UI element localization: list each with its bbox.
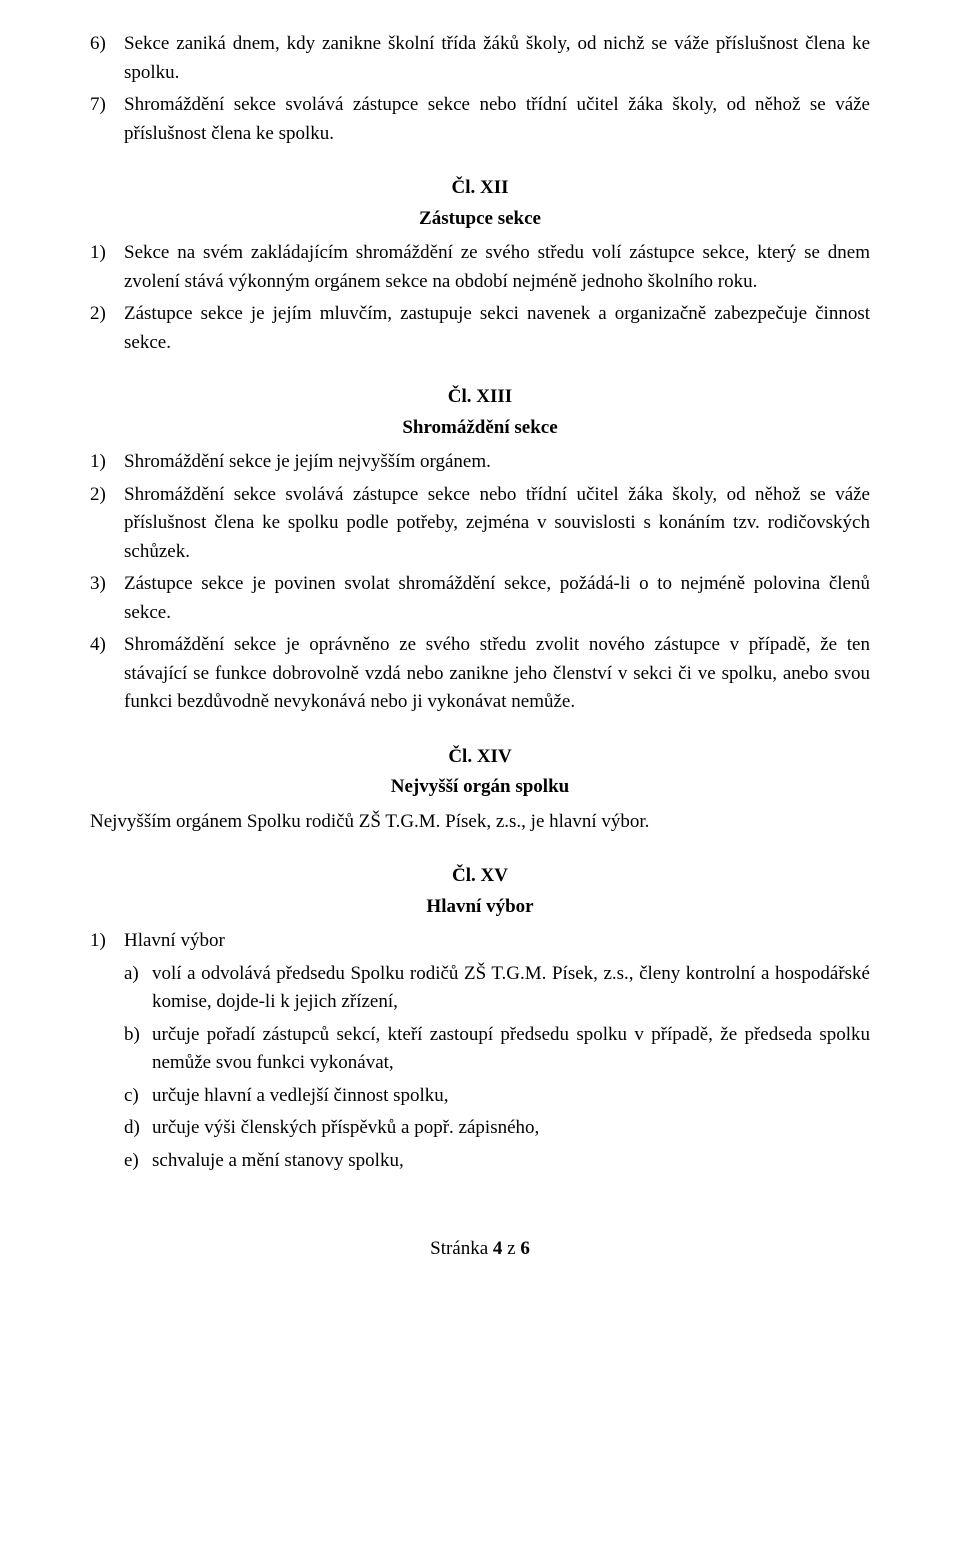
item-letter: a) (124, 960, 152, 1017)
item-number: 1) (90, 448, 124, 477)
list-item: 3) Zástupce sekce je povinen svolat shro… (90, 570, 870, 627)
item-letter: e) (124, 1147, 152, 1176)
list-item: 4) Shromáždění sekce je oprávněno ze své… (90, 631, 870, 717)
footer-page-num: 4 (493, 1238, 503, 1259)
paragraph: Nejvyšším orgánem Spolku rodičů ZŠ T.G.M… (90, 808, 870, 837)
article-heading: Čl. XIII (90, 383, 870, 412)
item-text: Shromáždění sekce svolává zástupce sekce… (124, 481, 870, 567)
item-number: 1) (90, 239, 124, 296)
article-heading: Čl. XV (90, 862, 870, 891)
list-item: c) určuje hlavní a vedlejší činnost spol… (124, 1082, 870, 1111)
item-text: Zástupce sekce je jejím mluvčím, zastupu… (124, 300, 870, 357)
item-text: Sekce zaniká dnem, kdy zanikne školní tř… (124, 30, 870, 87)
item-letter: b) (124, 1021, 152, 1078)
list-item: 7) Shromáždění sekce svolává zástupce se… (90, 91, 870, 148)
document-page: 6) Sekce zaniká dnem, kdy zanikne školní… (0, 0, 960, 1304)
item-text: Shromáždění sekce je jejím nejvyšším org… (124, 448, 870, 477)
article-title: Hlavní výbor (90, 893, 870, 922)
article-heading: Čl. XIV (90, 743, 870, 772)
item-number: 4) (90, 631, 124, 717)
item-letter: d) (124, 1114, 152, 1143)
item-letter: c) (124, 1082, 152, 1111)
list-item: 1) Sekce na svém zakládajícím shromážděn… (90, 239, 870, 296)
article-title: Shromáždění sekce (90, 414, 870, 443)
page-footer: Stránka 4 z 6 (90, 1235, 870, 1264)
list-item: 2) Shromáždění sekce svolává zástupce se… (90, 481, 870, 567)
item-number: 6) (90, 30, 124, 87)
footer-mid: z (502, 1238, 520, 1259)
item-text: schvaluje a mění stanovy spolku, (152, 1147, 870, 1176)
item-text: určuje hlavní a vedlejší činnost spolku, (152, 1082, 870, 1111)
item-text: Shromáždění sekce svolává zástupce sekce… (124, 91, 870, 148)
footer-prefix: Stránka (430, 1238, 493, 1259)
article-title: Zástupce sekce (90, 205, 870, 234)
item-text: Zástupce sekce je povinen svolat shromáž… (124, 570, 870, 627)
list-item: e) schvaluje a mění stanovy spolku, (124, 1147, 870, 1176)
list-item: 1) Hlavní výbor (90, 927, 870, 956)
list-item: a) volí a odvolává předsedu Spolku rodič… (124, 960, 870, 1017)
list-item: d) určuje výši členských příspěvků a pop… (124, 1114, 870, 1143)
item-text: Hlavní výbor (124, 927, 870, 956)
item-number: 1) (90, 927, 124, 956)
item-number: 2) (90, 481, 124, 567)
article-title: Nejvyšší orgán spolku (90, 773, 870, 802)
list-item: 6) Sekce zaniká dnem, kdy zanikne školní… (90, 30, 870, 87)
article-heading: Čl. XII (90, 174, 870, 203)
item-text: Sekce na svém zakládajícím shromáždění z… (124, 239, 870, 296)
item-text: Shromáždění sekce je oprávněno ze svého … (124, 631, 870, 717)
list-item: 2) Zástupce sekce je jejím mluvčím, zast… (90, 300, 870, 357)
footer-total: 6 (520, 1238, 530, 1259)
list-item: 1) Shromáždění sekce je jejím nejvyšším … (90, 448, 870, 477)
item-number: 2) (90, 300, 124, 357)
item-number: 7) (90, 91, 124, 148)
item-number: 3) (90, 570, 124, 627)
item-text: volí a odvolává předsedu Spolku rodičů Z… (152, 960, 870, 1017)
item-text: určuje pořadí zástupců sekcí, kteří zast… (152, 1021, 870, 1078)
list-item: b) určuje pořadí zástupců sekcí, kteří z… (124, 1021, 870, 1078)
item-text: určuje výši členských příspěvků a popř. … (152, 1114, 870, 1143)
